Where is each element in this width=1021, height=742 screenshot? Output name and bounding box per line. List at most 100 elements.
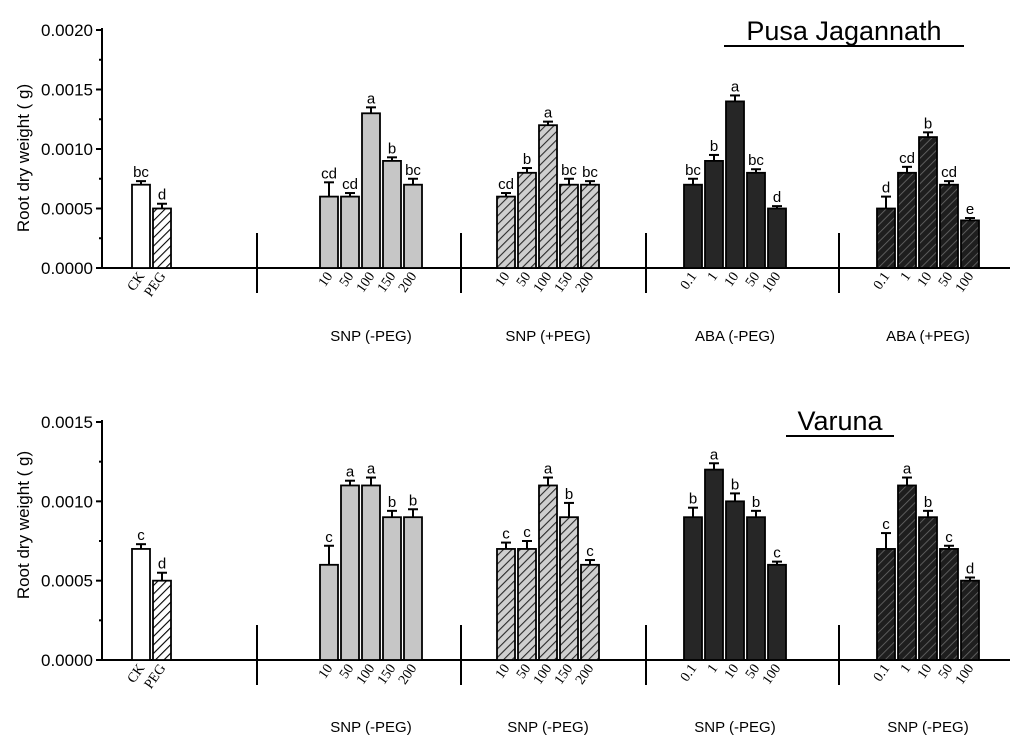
x-tick-label: 1 (898, 662, 914, 676)
significance-label: bc (685, 162, 701, 179)
chart-panel-varuna: Varuna Root dry weight ( g) 0.0000 0.0005… (14, 406, 1010, 736)
significance-label: bc (405, 162, 421, 179)
x-tick-label: PEG (142, 662, 169, 692)
bar (382, 516, 402, 661)
y-tick-label: 0.0015 (41, 413, 93, 432)
x-tick-label: 0.1 (871, 662, 893, 685)
bar (767, 563, 787, 661)
significance-label: a (903, 461, 912, 478)
bar (580, 183, 600, 269)
bar (496, 195, 516, 269)
bar (960, 579, 980, 661)
group-label: SNP (-PEG) (330, 328, 411, 345)
y-axis-label: Root dry weight ( g) (14, 451, 33, 599)
x-tick-label: 1 (898, 270, 914, 284)
chart-title: Varuna (797, 406, 883, 436)
x-tick-label: 0.1 (678, 662, 700, 685)
significance-label: a (367, 461, 376, 478)
bar (725, 100, 745, 269)
significance-label: c (137, 527, 145, 544)
bar (559, 516, 579, 661)
y-axis-label: Root dry weight ( g) (14, 84, 33, 232)
bar (403, 183, 423, 269)
significance-label: a (544, 105, 553, 122)
significance-label: c (502, 526, 510, 543)
significance-label: d (773, 189, 781, 206)
group-label: SNP (-PEG) (694, 719, 775, 736)
y-tick-label: 0.0005 (41, 200, 93, 219)
bar (918, 516, 938, 661)
significance-label: d (158, 556, 166, 573)
y-tick-label: 0.0000 (41, 651, 93, 670)
significance-label: a (544, 461, 553, 478)
group-label: SNP (+PEG) (505, 328, 590, 345)
bar (725, 500, 745, 661)
x-tick-label: 10 (722, 662, 742, 682)
x-tick-label: PEG (142, 270, 169, 300)
x-tick-label: 10 (722, 270, 742, 290)
bar (704, 468, 724, 661)
x-tick-label: 100 (953, 270, 977, 296)
bar (382, 159, 402, 269)
chart-title: Pusa Jagannath (746, 16, 941, 46)
bar (517, 548, 537, 661)
significance-label: b (409, 492, 417, 509)
y-tick-label: 0.0020 (41, 21, 93, 40)
significance-label: c (945, 529, 953, 546)
significance-label: b (752, 494, 760, 511)
x-tick-label: 10 (316, 662, 336, 682)
x-tick-label: 100 (531, 662, 555, 688)
y-tick-label: 0.0015 (41, 81, 93, 100)
y-tick-label: 0.0010 (41, 140, 93, 159)
significance-label: a (731, 78, 740, 95)
group-label: SNP (-PEG) (507, 719, 588, 736)
significance-label: cd (899, 150, 915, 167)
significance-label: b (924, 115, 932, 132)
x-tick-label: 150 (552, 270, 576, 296)
bar (131, 548, 151, 661)
bar (152, 207, 172, 269)
significance-label: bc (748, 152, 764, 169)
significance-label: c (325, 529, 333, 546)
significance-label: e (966, 201, 974, 218)
bar (767, 207, 787, 269)
bar (918, 136, 938, 269)
x-tick-label: 200 (396, 662, 420, 688)
significance-label: c (773, 545, 781, 562)
bar (517, 171, 537, 269)
bar (746, 171, 766, 269)
group-label: SNP (-PEG) (887, 719, 968, 736)
bar (559, 183, 579, 269)
bar (897, 171, 917, 269)
bar (361, 484, 381, 661)
significance-label: bc (582, 164, 598, 181)
significance-label: bc (561, 162, 577, 179)
x-tick-label: 100 (953, 662, 977, 688)
group-label: ABA (-PEG) (695, 328, 775, 345)
bar (403, 516, 423, 661)
significance-label: c (523, 524, 531, 541)
bar (361, 112, 381, 269)
significance-label: cd (941, 164, 957, 181)
x-tick-label: 10 (493, 662, 513, 682)
bar (897, 484, 917, 661)
significance-label: b (523, 151, 531, 168)
significance-label: c (882, 516, 890, 533)
significance-label: cd (342, 176, 358, 193)
significance-label: b (924, 494, 932, 511)
y-tick-label: 0.0000 (41, 259, 93, 278)
bar (131, 183, 151, 269)
x-tick-label: 1 (705, 270, 721, 284)
bar (960, 219, 980, 269)
bar (683, 516, 703, 661)
x-tick-label: 10 (915, 662, 935, 682)
significance-label: b (388, 140, 396, 157)
x-tick-label: 1 (705, 662, 721, 676)
x-tick-label: 100 (354, 270, 378, 296)
significance-label: b (388, 494, 396, 511)
significance-label: cd (498, 176, 514, 193)
y-tick-label: 0.0005 (41, 572, 93, 591)
x-tick-label: 150 (375, 662, 399, 688)
bar (876, 207, 896, 269)
